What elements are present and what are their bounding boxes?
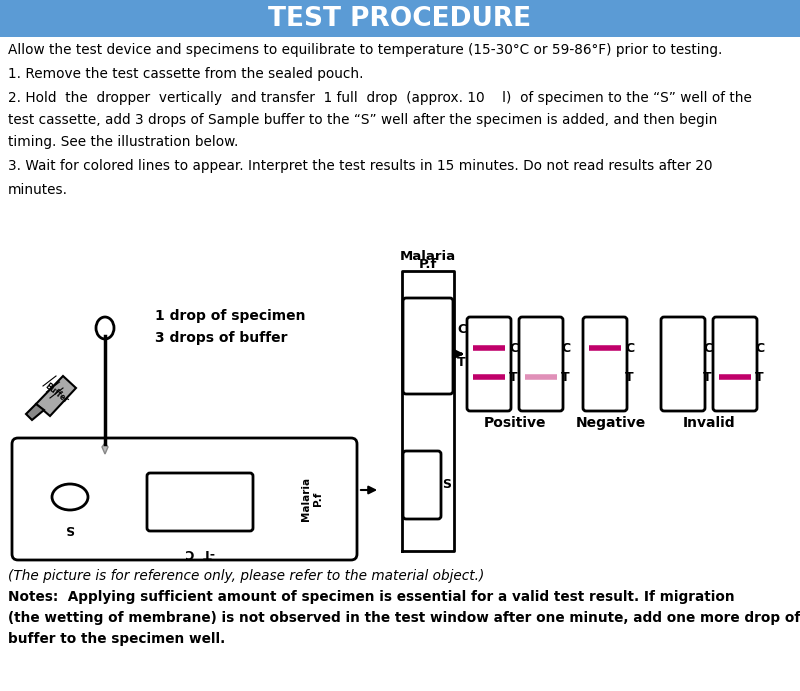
Text: (The picture is for reference only, please refer to the material object.): (The picture is for reference only, plea… <box>8 569 484 583</box>
Polygon shape <box>102 443 108 454</box>
Polygon shape <box>26 404 44 420</box>
Polygon shape <box>36 376 76 416</box>
Text: Malaria
P.f: Malaria P.f <box>301 477 323 521</box>
Text: P.f: P.f <box>419 258 437 271</box>
Text: Allow the test device and specimens to equilibrate to temperature (15-30°C or 59: Allow the test device and specimens to e… <box>8 43 722 57</box>
Text: Notes:  Applying sufficient amount of specimen is essential for a valid test res: Notes: Applying sufficient amount of spe… <box>8 590 734 604</box>
FancyBboxPatch shape <box>403 451 441 519</box>
FancyBboxPatch shape <box>519 317 563 411</box>
FancyBboxPatch shape <box>12 438 357 560</box>
Text: T: T <box>457 356 466 369</box>
Text: S: S <box>442 478 451 491</box>
Text: T: T <box>509 370 518 384</box>
Text: T: T <box>703 370 712 384</box>
FancyBboxPatch shape <box>403 298 453 394</box>
Ellipse shape <box>52 484 88 510</box>
Text: 3. Wait for colored lines to appear. Interpret the test results in 15 minutes. D: 3. Wait for colored lines to appear. Int… <box>8 159 713 173</box>
Text: C: C <box>561 341 570 354</box>
Text: C: C <box>457 323 466 337</box>
FancyBboxPatch shape <box>147 473 253 531</box>
Text: TEST PROCEDURE: TEST PROCEDURE <box>269 6 531 32</box>
FancyBboxPatch shape <box>661 317 705 411</box>
FancyBboxPatch shape <box>713 317 757 411</box>
Text: 1 drop of specimen: 1 drop of specimen <box>155 309 306 323</box>
Ellipse shape <box>96 317 114 339</box>
Text: Buffer: Buffer <box>42 381 70 405</box>
Text: C: C <box>509 341 518 354</box>
Text: S: S <box>66 522 74 535</box>
Text: C: C <box>625 341 634 354</box>
Text: Malaria: Malaria <box>400 250 456 263</box>
FancyBboxPatch shape <box>583 317 627 411</box>
Text: 3 drops of buffer: 3 drops of buffer <box>155 331 287 345</box>
Text: T: T <box>625 370 634 384</box>
Text: 2. Hold  the  dropper  vertically  and transfer  1 full  drop  (approx. 10    l): 2. Hold the dropper vertically and trans… <box>8 91 752 105</box>
Text: 1. Remove the test cassette from the sealed pouch.: 1. Remove the test cassette from the sea… <box>8 67 363 81</box>
Text: timing. See the illustration below.: timing. See the illustration below. <box>8 135 238 149</box>
Text: Positive: Positive <box>484 416 546 430</box>
FancyBboxPatch shape <box>467 317 511 411</box>
Text: Invalid: Invalid <box>682 416 735 430</box>
Text: T: T <box>755 370 764 384</box>
Text: C: C <box>755 341 764 354</box>
Text: test cassette, add 3 drops of Sample buffer to the “S” well after the specimen i: test cassette, add 3 drops of Sample buf… <box>8 113 718 127</box>
Text: minutes.: minutes. <box>8 183 68 197</box>
Bar <box>0 0 800 37</box>
Text: buffer to the specimen well.: buffer to the specimen well. <box>8 632 226 646</box>
Text: C: C <box>703 341 712 354</box>
Text: -T  C: -T C <box>185 546 215 559</box>
Text: Negative: Negative <box>576 416 646 430</box>
Text: T: T <box>561 370 570 384</box>
Text: (the wetting of membrane) is not observed in the test window after one minute, a: (the wetting of membrane) is not observe… <box>8 611 800 625</box>
